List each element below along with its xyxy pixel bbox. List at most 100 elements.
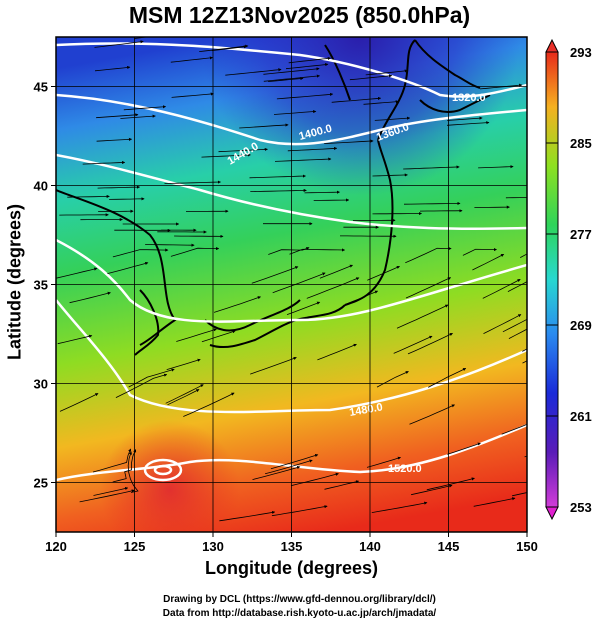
colorbar-tick-label: 261 [570,409,592,424]
y-tick-label: 30 [34,377,48,392]
streamline [225,68,282,76]
streamline [93,486,129,496]
streamline [274,157,332,162]
streamline [304,190,341,194]
streamline [276,92,334,100]
streamline [479,83,523,90]
colorbar-tick-label: 277 [570,227,592,242]
y-axis-label: Latitude (degrees) [4,203,25,361]
x-tick-label: 125 [124,539,146,554]
streamline [96,137,133,142]
streamline [97,185,141,189]
streamline [324,139,374,144]
x-tick-label: 120 [45,539,67,554]
streamline [446,121,490,126]
streamline [478,165,514,169]
colorbar-max-arrow [545,38,559,53]
y-ticks: 25 30 35 40 45 [34,80,56,491]
streamline [170,246,220,257]
streamline [286,301,321,315]
streamline [109,197,145,201]
streamline [69,291,111,304]
colorbar-tick-label: 293 [570,45,592,60]
streamline [396,304,449,329]
x-tick-label: 135 [281,539,303,554]
streamline [264,459,313,475]
data-source-credit: Data from http://database.rish.kyoto-u.a… [162,608,437,619]
streamline [268,76,304,82]
streamline [287,146,338,152]
streamline [120,114,156,119]
streamline [365,69,408,76]
x-tick-label: 150 [516,539,538,554]
streamline [473,497,516,507]
streamline [213,296,262,313]
streamline [176,328,217,342]
streamline [115,373,168,398]
streamline [512,492,527,497]
streamline [79,489,135,503]
streamline [405,246,452,264]
colorbar-ticks: 293 285 277 269 261 253 [546,45,592,515]
streamline [319,264,353,279]
streamline [393,335,433,354]
drawing-credit: Drawing by DCL (https://www.gfd-dennou.o… [163,594,436,605]
streamline [428,368,467,388]
colorbar-tick-label: 285 [570,136,592,151]
y-tick-label: 40 [34,179,48,194]
colorbar-min-arrow [545,506,559,521]
streamline [183,392,235,417]
streamline [94,40,144,48]
streamline [290,472,339,487]
coastlines [56,39,491,356]
streamline [251,266,299,284]
streamline [317,343,357,361]
streamline [218,147,268,153]
streamline [273,109,317,115]
streamline [82,160,126,165]
colorbar: 293 285 277 269 261 253 [545,38,592,521]
streamline [164,180,222,184]
streamline [403,165,460,170]
streamline [170,56,214,63]
streamline [56,267,98,279]
streamline [270,453,319,470]
streamline [268,247,310,255]
streamline [366,456,402,468]
streamline [219,510,276,522]
contour-label: 1320.0 [452,92,486,104]
streamline [57,334,93,345]
streamline [171,92,214,98]
streamline [107,261,149,274]
streamline [67,194,110,199]
streamline [482,279,521,299]
streamline [483,314,522,334]
streamline [250,356,297,375]
streamline [250,188,307,193]
map-title: MSM 12Z13Nov2025 (850.0hPa) [128,2,471,28]
streamline [447,442,481,455]
streamline [331,96,382,103]
streamline [472,253,505,271]
streamline [520,253,527,258]
x-ticks: 120 125 130 135 140 145 150 [45,532,538,554]
colorbar-scale [545,51,559,508]
x-tick-label: 145 [438,539,460,554]
colorbar-tick-label: 253 [570,500,592,515]
streamline [508,328,527,339]
streamline [407,333,453,355]
streamline [211,45,248,51]
streamline [123,105,167,111]
streamline [272,272,326,294]
streamline [239,123,289,129]
streamline [363,100,399,105]
x-tick-label: 130 [202,539,224,554]
streamline [167,389,200,406]
contour-label: 1520.0 [388,463,422,475]
x-tick-label: 140 [359,539,381,554]
streamline [92,448,132,473]
colorbar-tick-label: 269 [570,318,592,333]
x-axis-label: Longitude (degrees) [204,558,378,578]
streamline [165,384,204,404]
streamline [345,290,379,305]
